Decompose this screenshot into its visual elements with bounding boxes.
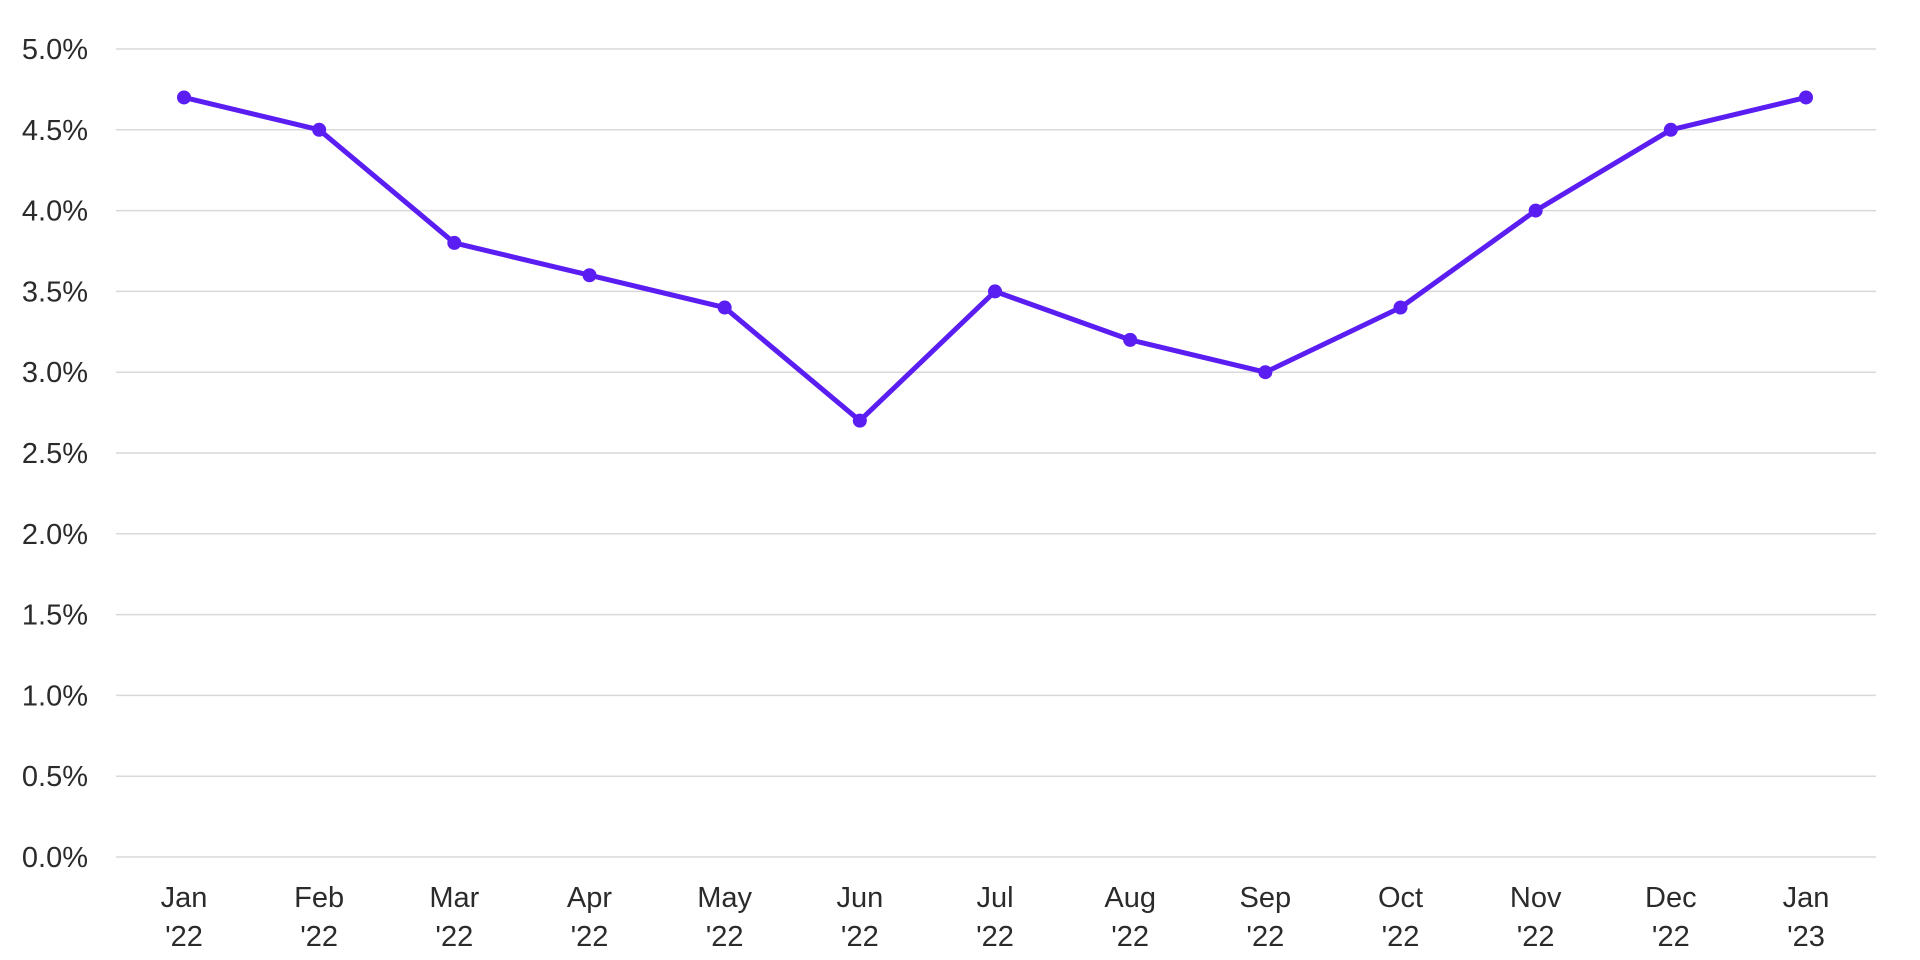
data-point <box>1663 122 1678 137</box>
x-tick-label-month: Jan <box>161 882 208 914</box>
data-point <box>988 284 1002 299</box>
x-tick-label-year: '22 <box>165 921 203 953</box>
x-tick-label-month: Sep <box>1240 882 1292 914</box>
y-tick-label: 2.0% <box>22 519 88 551</box>
x-axis: Jan '22 Feb '22 Mar '22 Apr '22 May '22 Jun '22 Jul '… <box>161 882 1830 953</box>
x-tick-label-month: Apr <box>567 882 612 914</box>
data-point <box>312 122 327 137</box>
x-tick-label-year: '22 <box>976 921 1014 953</box>
x-tick-label-month: Jan <box>1783 882 1830 914</box>
y-tick-label: 1.5% <box>22 600 88 632</box>
x-tick-label-month: Nov <box>1510 882 1562 914</box>
y-tick-label: 3.0% <box>22 357 88 389</box>
y-tick-label: 4.5% <box>22 115 88 147</box>
data-point <box>1799 90 1813 105</box>
x-tick-label-year: '22 <box>571 921 609 953</box>
x-tick-label-month: Aug <box>1104 882 1156 914</box>
x-tick-label-month: Oct <box>1378 882 1423 914</box>
x-tick-label-year: '22 <box>841 921 879 953</box>
data-point <box>1393 300 1408 315</box>
data-point <box>852 413 867 428</box>
data-point <box>177 90 191 105</box>
x-tick-label-year: '22 <box>706 921 744 953</box>
gridlines <box>116 48 1876 858</box>
x-tick-label-year: '22 <box>1652 921 1690 953</box>
x-tick-label-year: '22 <box>1517 921 1555 953</box>
y-axis: 0.0% 0.5% 1.0% 1.5% 2.0% 2.5% 3.0% 3.5% 4.0% 4.5%… <box>22 34 88 874</box>
x-tick-label-month: Dec <box>1645 882 1697 914</box>
x-tick-label-year: '22 <box>1111 921 1149 953</box>
x-tick-label-year: '22 <box>1382 921 1420 953</box>
y-tick-label: 1.0% <box>22 680 88 712</box>
y-tick-label: 4.0% <box>22 196 88 228</box>
y-tick-label: 2.5% <box>22 438 88 470</box>
data-point <box>1123 332 1138 347</box>
x-tick-label-month: Jul <box>976 882 1013 914</box>
y-tick-label: 0.5% <box>22 761 88 793</box>
x-tick-label-month: Mar <box>429 882 479 914</box>
x-tick-label-month: May <box>697 882 752 914</box>
data-point <box>717 300 732 315</box>
data-point <box>582 268 597 283</box>
series-group <box>177 90 1813 428</box>
x-tick-label-year: '22 <box>300 921 338 953</box>
x-tick-label-month: Feb <box>294 882 344 914</box>
data-point <box>1528 203 1543 218</box>
x-tick-label-year: '22 <box>1246 921 1284 953</box>
data-point <box>1258 365 1273 380</box>
x-tick-label-year: '23 <box>1787 921 1825 953</box>
y-tick-label: 0.0% <box>22 842 88 874</box>
y-tick-label: 3.5% <box>22 276 88 308</box>
y-tick-label: 5.0% <box>22 34 88 66</box>
x-tick-label-month: Jun <box>836 882 883 914</box>
data-point <box>447 235 462 250</box>
x-tick-label-year: '22 <box>435 921 473 953</box>
